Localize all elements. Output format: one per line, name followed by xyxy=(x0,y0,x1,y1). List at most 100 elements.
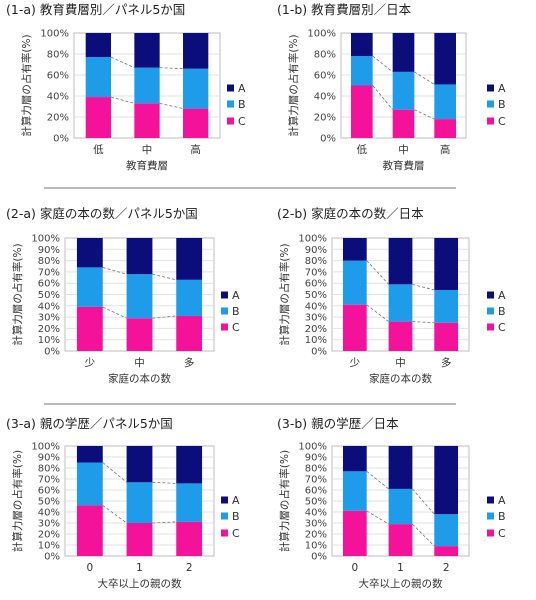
legend-label-C: C xyxy=(498,115,506,128)
bar-segment-B xyxy=(342,260,367,305)
legend-label-A: A xyxy=(498,494,506,507)
bar-segment-C xyxy=(76,505,103,556)
y-tick-label: 80% xyxy=(38,256,60,267)
series-connector-line xyxy=(159,102,184,109)
bar-segment-A xyxy=(126,446,153,483)
series-connector-line xyxy=(372,85,393,110)
legend-label-B: B xyxy=(498,305,506,318)
legend-label-A: A xyxy=(498,82,506,95)
legend-swatch-C xyxy=(487,323,494,331)
x-tick-label: 少 xyxy=(350,357,361,369)
legend-swatch-C xyxy=(487,529,494,537)
legend-label-B: B xyxy=(238,98,246,111)
y-tick-label: 50% xyxy=(305,290,327,301)
chart-panel-2: (1-b) 教育費層別／日本 0% 20% 40% 60% 80% 100% 計算力層の占有率… xyxy=(277,2,506,172)
bar-segment-A xyxy=(434,33,456,85)
legend-label-C: C xyxy=(238,115,246,128)
series-connector-line xyxy=(152,273,177,281)
legend-swatch-A xyxy=(221,496,228,504)
bar-segment-B xyxy=(134,67,160,104)
bar-segment-B xyxy=(388,284,413,322)
y-tick-label: 40% xyxy=(305,508,327,519)
y-tick-label: 20% xyxy=(38,530,60,541)
y-tick-label: 70% xyxy=(38,475,60,486)
y-tick-label: 0% xyxy=(44,347,60,358)
y-tick-label: 100% xyxy=(31,234,60,245)
legend-swatch-C xyxy=(487,117,494,125)
legend-label-B: B xyxy=(232,305,240,318)
y-tick-label: 40% xyxy=(314,92,336,103)
bar-segment-A xyxy=(392,33,415,72)
bar-segment-C xyxy=(176,315,203,351)
x-axis-label: 教育費層 xyxy=(383,159,425,172)
y-tick-label: 80% xyxy=(38,464,60,475)
legend-label-C: C xyxy=(498,527,506,540)
x-axis-label: 大卒以上の親の数 xyxy=(98,577,182,590)
legend-swatch-A xyxy=(221,291,228,299)
bar-segment-C xyxy=(134,103,160,138)
x-tick-label: 低 xyxy=(357,143,368,156)
bar-segment-A xyxy=(183,33,209,69)
series-connector-line xyxy=(414,71,435,85)
series-connector-line xyxy=(102,266,127,275)
series-connector-line xyxy=(366,260,389,285)
bar-segment-C xyxy=(434,119,456,138)
bar-segment-B xyxy=(388,488,413,525)
y-tick-label: 70% xyxy=(38,267,60,278)
y-tick-label: 60% xyxy=(38,279,60,290)
legend-label-C: C xyxy=(498,321,506,334)
legend-swatch-B xyxy=(227,100,234,108)
legend-swatch-C xyxy=(227,117,234,125)
bar-segment-A xyxy=(388,446,413,489)
bar-segment-A xyxy=(76,446,103,463)
legend-label-A: A xyxy=(232,289,240,302)
x-axis-label: 家庭の本の数 xyxy=(108,372,171,385)
y-tick-label: 40% xyxy=(38,508,60,519)
chart-title: (1-a) 教育費層別／パネル5か国 xyxy=(6,2,185,17)
legend-swatch-A xyxy=(487,84,494,92)
y-tick-label: 20% xyxy=(314,113,336,124)
bar-segment-B xyxy=(183,68,209,109)
y-tick-label: 100% xyxy=(307,29,336,40)
bar-segment-A xyxy=(176,446,203,484)
x-axis-label: 家庭の本の数 xyxy=(369,372,432,385)
bar-segment-B xyxy=(126,482,153,523)
legend-swatch-A xyxy=(487,496,494,504)
chart-title: (2-a) 家庭の本の数／パネル5か国 xyxy=(6,206,198,221)
y-tick-label: 40% xyxy=(47,92,69,103)
bar-segment-B xyxy=(176,483,203,522)
x-tick-label: 多 xyxy=(184,356,195,369)
x-tick-label: 中 xyxy=(142,143,153,156)
bar-segment-C xyxy=(388,524,413,556)
x-tick-label: 2 xyxy=(186,562,193,574)
x-tick-label: 高 xyxy=(440,143,451,156)
y-tick-label: 100% xyxy=(31,442,60,453)
y-axis-label: 計算力層の占有率(%) xyxy=(278,450,291,552)
bar-segment-B xyxy=(126,274,153,319)
bar-segment-A xyxy=(351,33,373,57)
bar-segment-C xyxy=(434,322,459,351)
y-axis-label: 計算力層の占有率(%) xyxy=(20,34,33,136)
y-axis-label: 計算力層の占有率(%) xyxy=(278,243,291,345)
y-tick-label: 10% xyxy=(305,335,327,346)
bar-segment-C xyxy=(434,546,459,556)
bar-segment-C xyxy=(126,318,153,351)
y-tick-label: 0% xyxy=(311,552,327,563)
bar-segment-C xyxy=(126,523,153,556)
y-axis-label: 計算力層の占有率(%) xyxy=(287,34,300,136)
y-tick-label: 50% xyxy=(305,497,327,508)
y-tick-label: 60% xyxy=(47,71,69,82)
series-connector-line xyxy=(372,55,393,73)
bar-segment-B xyxy=(85,57,111,98)
legend-label-C: C xyxy=(232,321,240,334)
series-connector-line xyxy=(152,521,177,524)
y-tick-label: 10% xyxy=(305,541,327,552)
bar-segment-A xyxy=(388,238,413,285)
series-connector-line xyxy=(414,109,435,120)
legend-label-B: B xyxy=(498,98,506,111)
legend-swatch-B xyxy=(221,307,228,315)
series-connector-line xyxy=(102,462,127,483)
legend-label-A: A xyxy=(232,494,240,507)
legend-swatch-A xyxy=(227,84,234,92)
